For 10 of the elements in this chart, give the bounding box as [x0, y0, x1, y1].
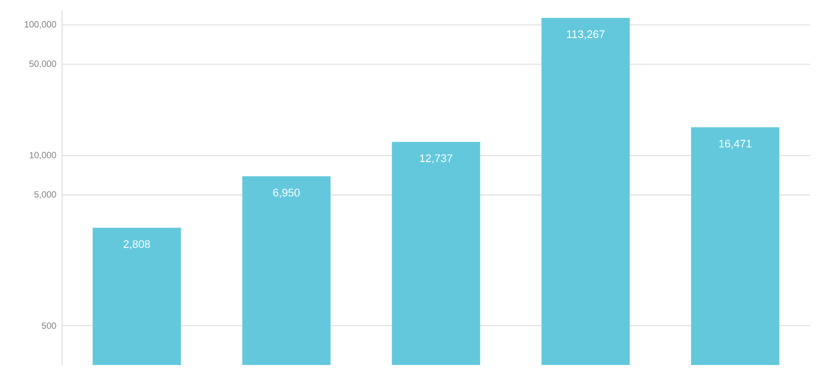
data-label: 113,267 — [567, 30, 604, 40]
data-label: 2,808 — [124, 240, 150, 250]
y-tick-label: 5,000 — [34, 191, 56, 199]
y-tick-label: 100,000 — [24, 21, 56, 29]
data-label: 12,737 — [420, 154, 452, 164]
y-tick-label: 50,000 — [29, 60, 56, 68]
data-label: 16,471 — [719, 140, 752, 149]
data-label: 6,950 — [273, 188, 300, 198]
y-tick-label: 10,000 — [30, 152, 56, 160]
y-tick-label: 500 — [42, 322, 56, 329]
